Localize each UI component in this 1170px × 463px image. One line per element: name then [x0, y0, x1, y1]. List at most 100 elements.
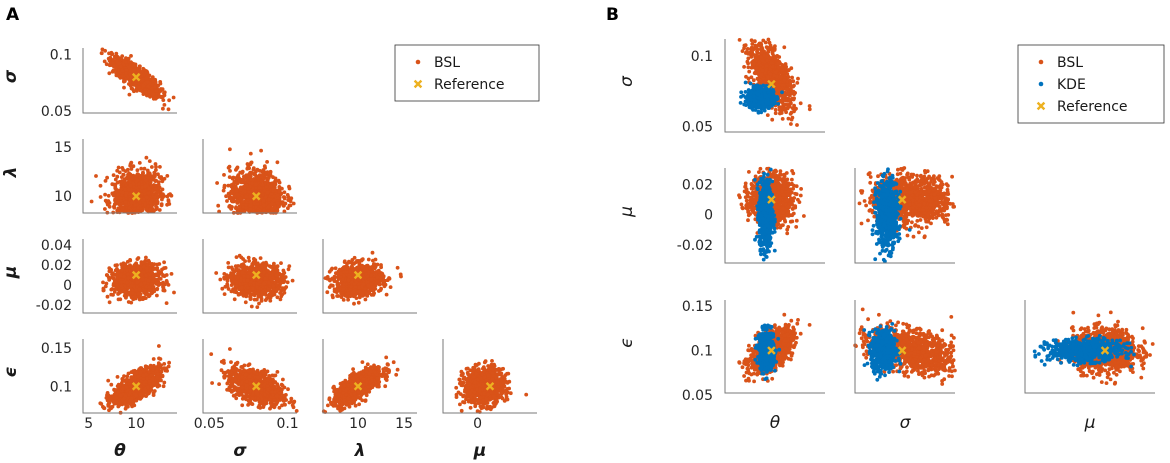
bsl-point [262, 208, 267, 213]
bsl-point [111, 68, 116, 73]
bsl-point [166, 199, 171, 204]
bsl-point [114, 51, 119, 56]
bsl-point [260, 264, 264, 269]
bsl-point [276, 178, 281, 183]
bsl-point [246, 274, 251, 279]
bsl-point [249, 161, 253, 165]
bsl-point [135, 172, 140, 177]
bsl-point [131, 266, 136, 271]
bsl-point [224, 194, 229, 199]
bsl-point [137, 161, 142, 165]
bsl-point [121, 62, 126, 67]
bsl-point [144, 90, 148, 95]
bsl-point [136, 188, 141, 193]
bsl-point [94, 174, 98, 178]
bsl-point [269, 265, 273, 269]
bsl-point [271, 283, 276, 288]
bsl-point [135, 168, 140, 173]
bsl-point [271, 290, 275, 295]
bsl-point [272, 261, 276, 266]
bsl-point [152, 201, 157, 206]
bsl-point [123, 290, 128, 294]
bsl-point [145, 73, 150, 78]
bsl-point [144, 266, 149, 271]
bsl-point [150, 86, 154, 91]
bsl-point [269, 192, 274, 196]
bsl-point [267, 197, 271, 202]
bsl-point [227, 196, 232, 201]
bsl-point [274, 282, 279, 287]
bsl-point [119, 57, 124, 62]
bsl-point [254, 267, 259, 272]
bsl-point [230, 188, 235, 193]
bsl-point [264, 185, 269, 189]
bsl-point [218, 277, 223, 282]
bsl-point [129, 76, 134, 81]
bsl-point [271, 181, 276, 186]
bsl-point [228, 147, 232, 152]
bsl-point [157, 93, 161, 98]
bsl-point [125, 268, 129, 273]
bsl-point [225, 199, 229, 203]
bsl-point [233, 185, 238, 190]
bsl-point [283, 286, 288, 290]
bsl-point [145, 80, 150, 85]
bsl-point [232, 297, 237, 302]
bsl-point [142, 166, 147, 171]
bsl-point [163, 282, 167, 287]
bsl-point [129, 284, 134, 288]
bsl-point [160, 187, 165, 192]
bsl-point [161, 288, 166, 293]
bsl-point [154, 89, 159, 93]
bsl-point [151, 285, 156, 289]
bsl-point [277, 185, 282, 189]
bsl-point [107, 71, 112, 76]
bsl-point [240, 169, 245, 174]
bsl-point [165, 174, 170, 178]
bsl-point [154, 281, 159, 285]
bsl-point [102, 59, 107, 64]
bsl-point [126, 264, 131, 269]
bsl-point [140, 272, 144, 277]
bsl-point [155, 293, 159, 298]
bsl-point [255, 202, 260, 206]
bsl-point [242, 268, 247, 272]
bsl-point [157, 175, 162, 180]
bsl-point [120, 68, 125, 73]
bsl-point [126, 272, 130, 277]
bsl-point [128, 72, 133, 77]
bsl-point [255, 167, 260, 172]
bsl-point [215, 181, 220, 185]
bsl-point [246, 187, 251, 191]
bsl-point [123, 187, 128, 192]
bsl-point [89, 199, 94, 204]
bsl-point [232, 279, 237, 283]
bsl-point [225, 284, 230, 289]
bsl-point [127, 291, 132, 295]
bsl-point [151, 275, 156, 280]
bsl-point [113, 263, 118, 268]
bsl-point [238, 187, 243, 192]
bsl-point [148, 200, 153, 205]
bsl-point [128, 83, 133, 88]
bsl-point [163, 266, 168, 270]
bsl-point [119, 73, 124, 78]
bsl-point [270, 207, 275, 212]
bsl-point [282, 196, 287, 201]
bsl-point [144, 273, 148, 278]
bsl-point [282, 190, 287, 195]
bsl-point [120, 166, 125, 170]
bsl-point [136, 291, 141, 296]
bsl-point [234, 188, 239, 193]
bsl-point [143, 202, 147, 207]
bsl-point [165, 194, 170, 199]
bsl-point [244, 195, 249, 199]
bsl-point [141, 83, 146, 88]
bsl-point [222, 292, 227, 296]
bsl-point [260, 289, 265, 294]
bsl-point [166, 107, 171, 112]
bsl-point [291, 201, 296, 206]
bsl-point [259, 179, 264, 184]
bsl-point [275, 160, 280, 165]
